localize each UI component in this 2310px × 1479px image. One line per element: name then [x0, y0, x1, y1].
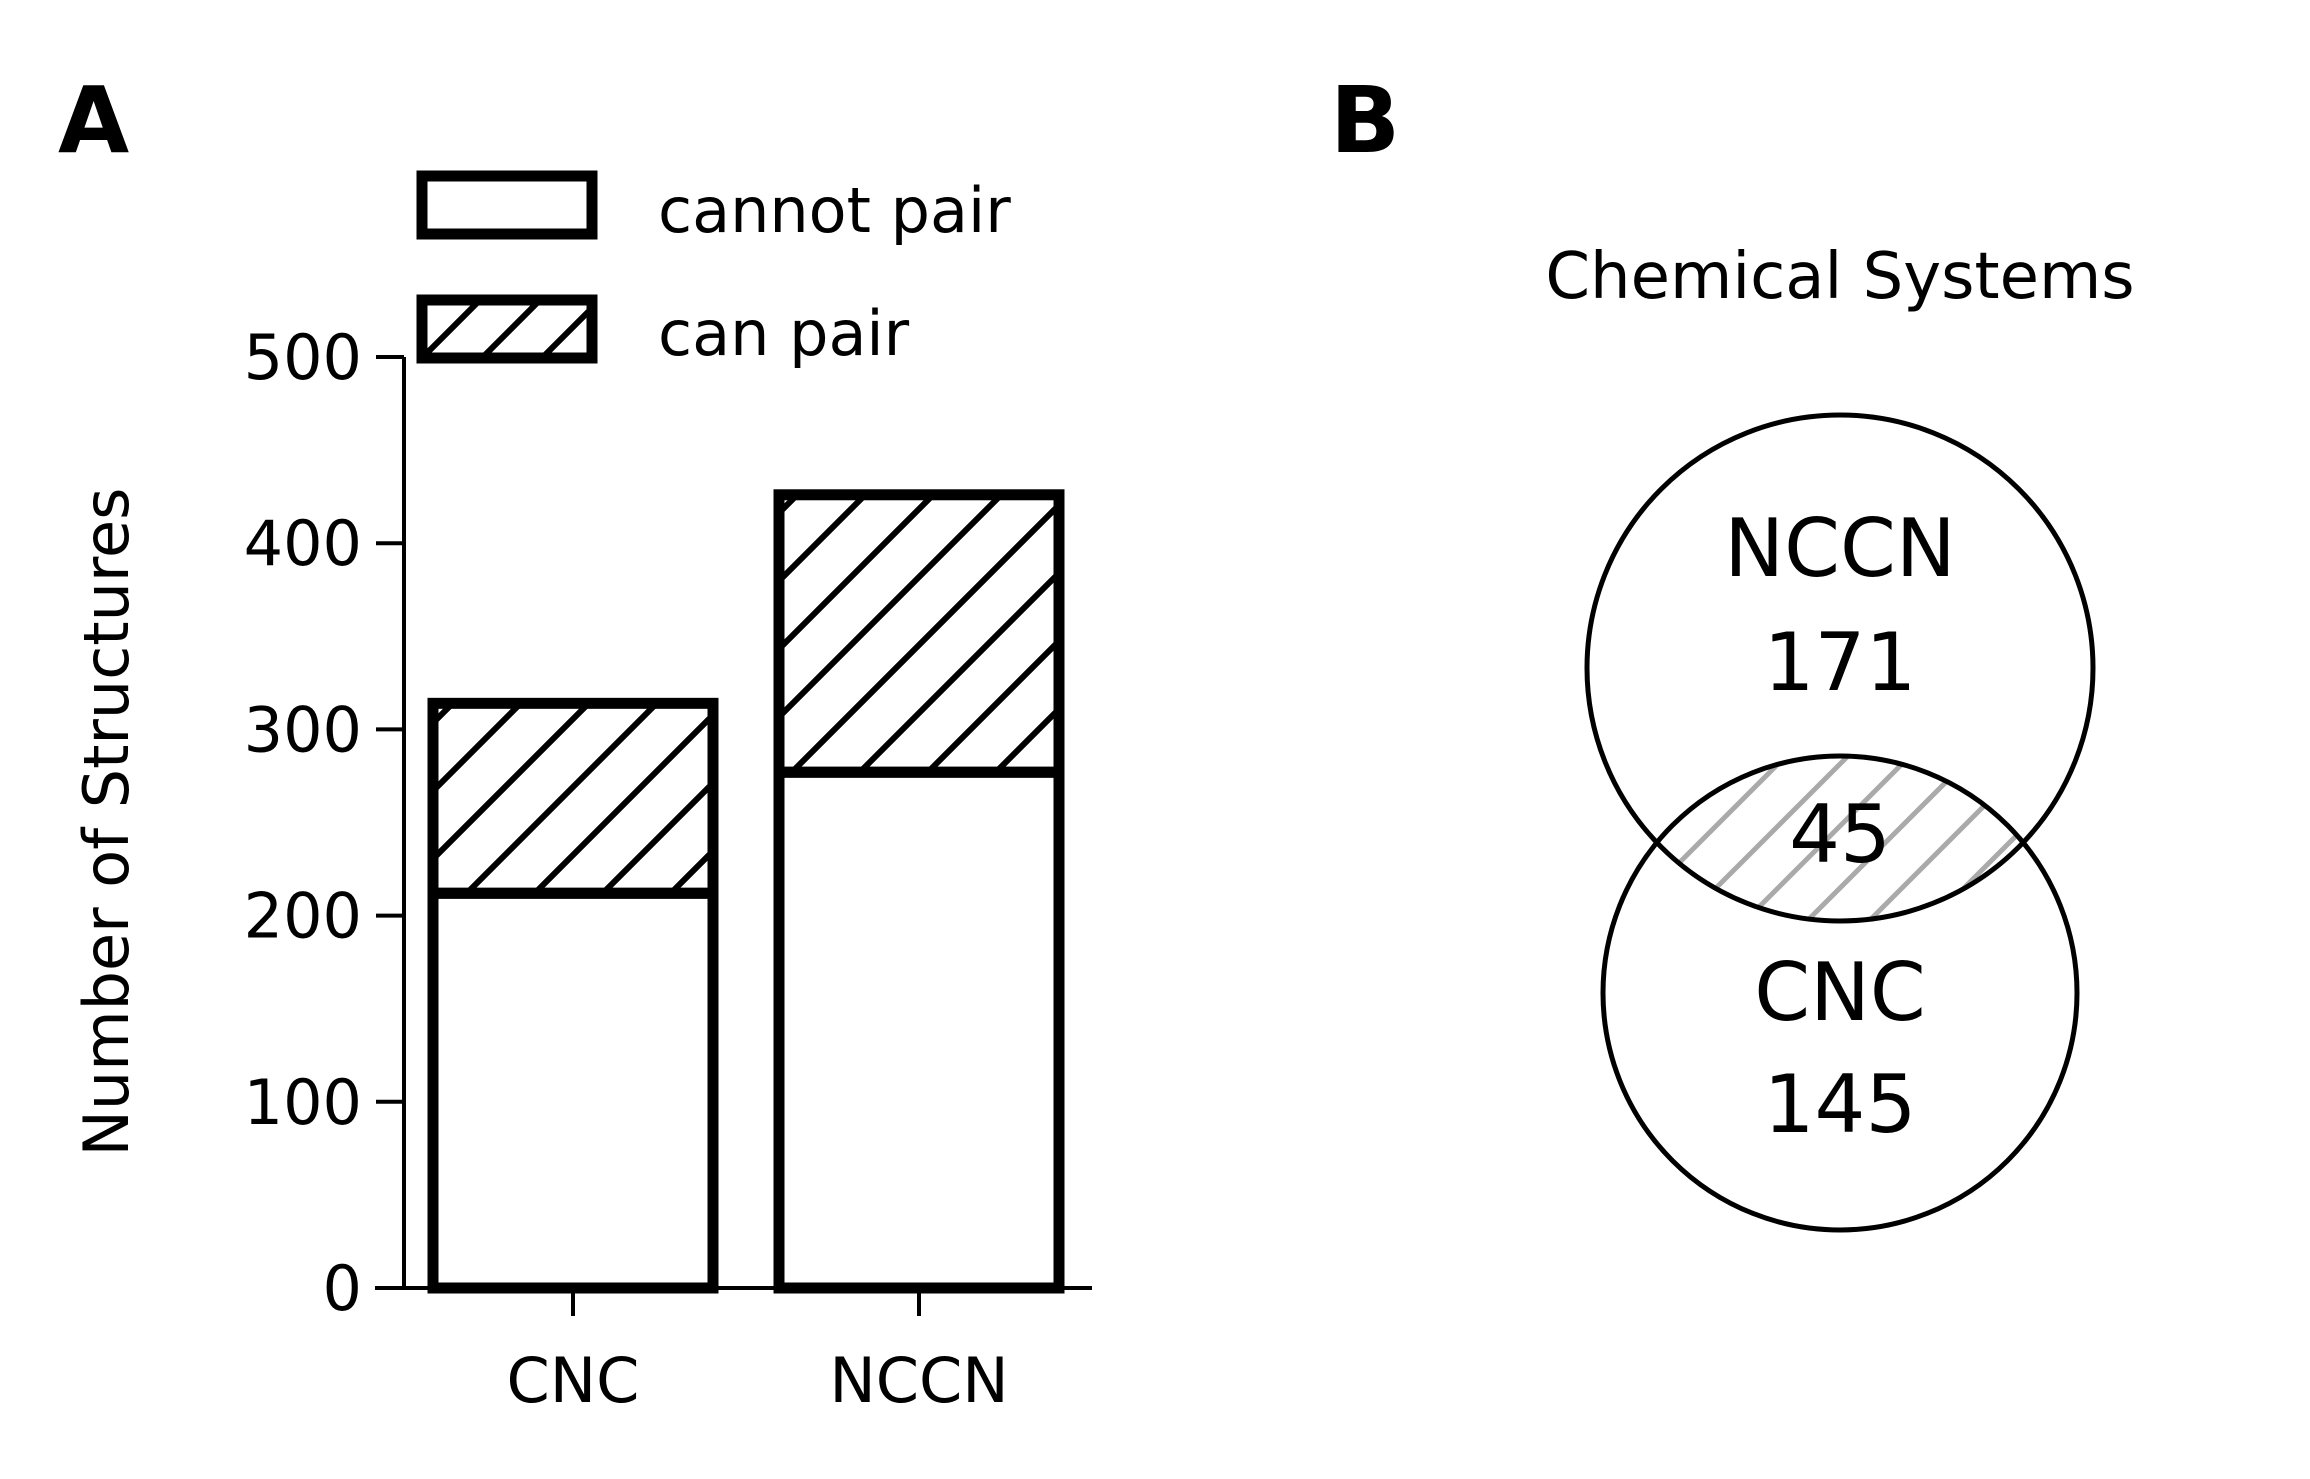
venn-set-name-cnc: CNC: [1754, 946, 1926, 1039]
y-ticks: 0 100 200 300 400 500: [244, 321, 404, 1325]
y-tick-label: 100: [244, 1066, 362, 1139]
bar-nccn-can-pair: [773, 489, 1065, 778]
y-tick-label: 400: [244, 507, 362, 580]
y-tick-label: 500: [244, 321, 362, 394]
venn-count-overlap: 45: [1789, 788, 1891, 881]
venn-diagram: NCCN 171 45 CNC 145: [1584, 412, 2096, 1233]
y-axis-label: Number of Structures: [70, 488, 143, 1157]
venn-circle-cnc: [1600, 753, 2080, 1233]
legend-label-cannot-pair: cannot pair: [658, 174, 1011, 247]
panel-label-a: A: [58, 67, 129, 174]
bar-nccn-cannot-pair: [773, 766, 1065, 1294]
panel-label-b: B: [1330, 67, 1400, 174]
venn-count-nccn: 171: [1764, 616, 1917, 709]
x-ticks: CNC NCCN: [507, 1288, 1009, 1417]
bar-cnc-can-pair: [427, 697, 719, 899]
venn-count-cnc: 145: [1764, 1058, 1917, 1151]
bars: [427, 489, 1065, 1294]
venn-set-name-nccn: NCCN: [1724, 502, 1955, 595]
legend-swatch-can-pair: [416, 294, 598, 364]
y-tick-label: 200: [244, 880, 362, 953]
venn-overlap-hatch: [1603, 756, 2077, 921]
bar-cnc-cannot-pair: [427, 887, 719, 1294]
venn-circle-nccn: [1584, 412, 2096, 924]
y-tick-label: 300: [244, 693, 362, 766]
legend-swatch-cannot-pair: [416, 170, 598, 240]
legend: cannot pair can pair: [416, 170, 1011, 370]
x-tick-label: NCCN: [829, 1344, 1008, 1417]
x-tick-label: CNC: [507, 1344, 640, 1417]
y-tick-label: 0: [323, 1252, 362, 1325]
legend-label-can-pair: can pair: [658, 297, 910, 370]
venn-title: Chemical Systems: [1545, 240, 2134, 314]
